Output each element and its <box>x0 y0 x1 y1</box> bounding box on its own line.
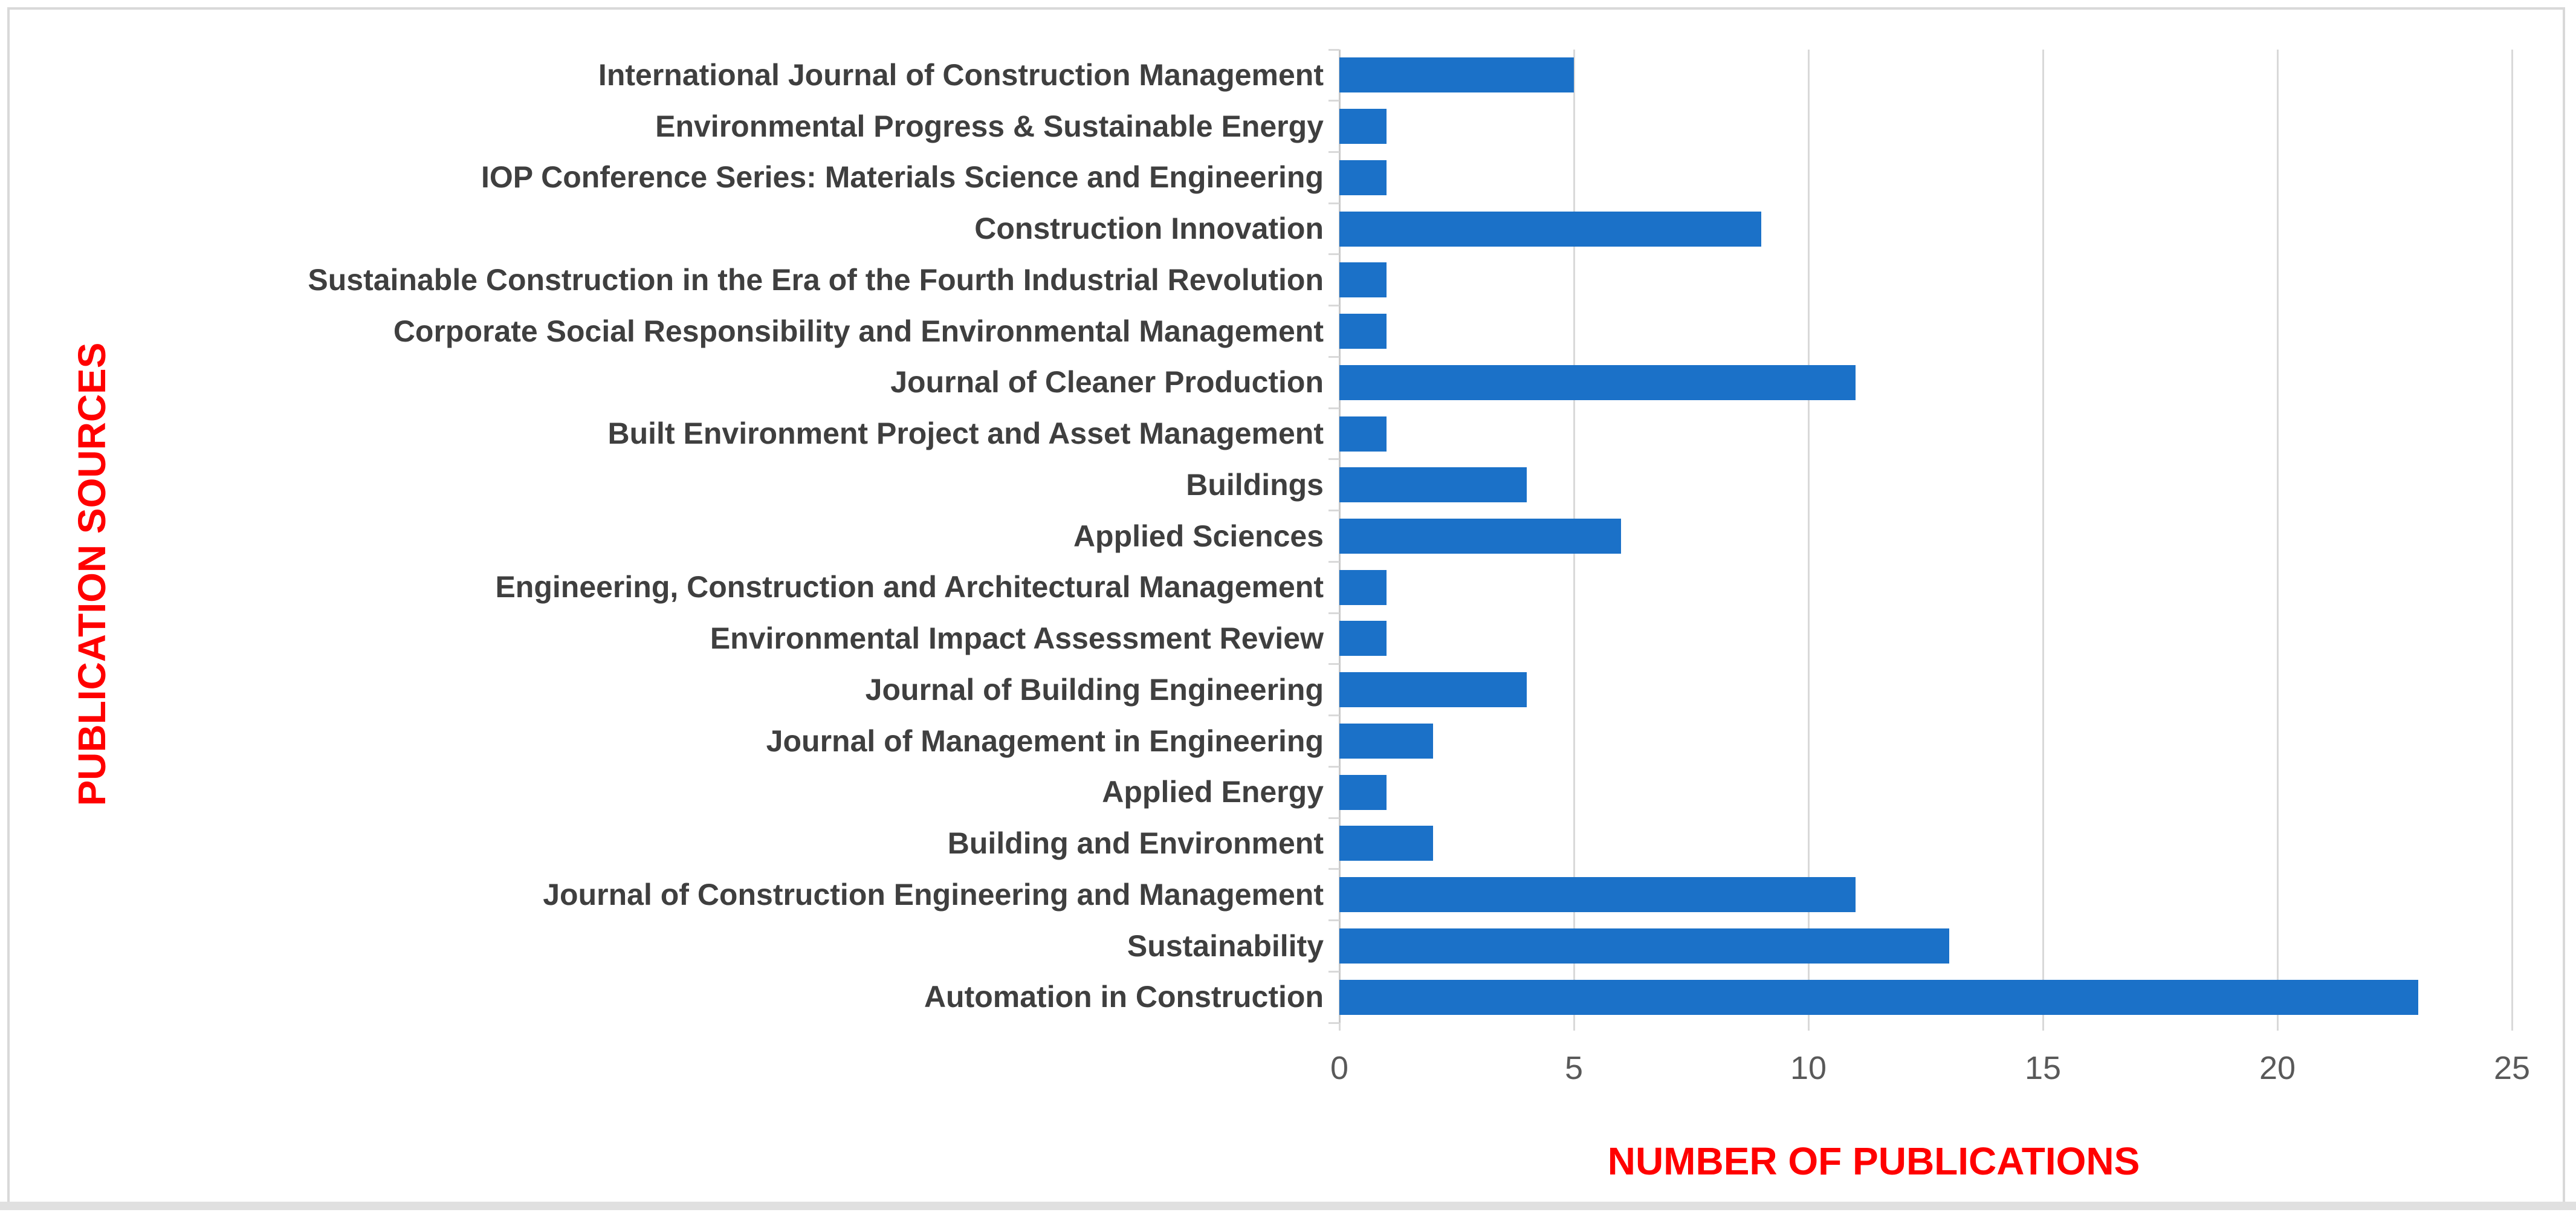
bar-3 <box>1339 160 1387 195</box>
category-axis-tick <box>1328 253 1339 256</box>
bar-17 <box>1339 877 1856 913</box>
category-label-8: Built Environment Project and Asset Mana… <box>607 416 1324 451</box>
gridline-x-10 <box>1808 50 1810 1023</box>
category-axis-tick <box>1328 305 1339 307</box>
x-tick-label-20: 20 <box>2259 1050 2296 1086</box>
bar-9 <box>1339 467 1527 503</box>
category-axis-tick <box>1328 202 1339 204</box>
gridline-x-25 <box>2511 50 2513 1023</box>
category-label-9: Buildings <box>1186 467 1324 502</box>
category-axis-tick <box>1328 510 1339 512</box>
bar-15 <box>1339 774 1387 810</box>
x-tick-label-10: 10 <box>1790 1050 1827 1086</box>
category-label-2: Environmental Progress & Sustainable Ene… <box>655 109 1324 143</box>
category-label-18: Sustainability <box>1127 928 1324 963</box>
x-axis-title: NUMBER OF PUBLICATIONS <box>1607 1139 2140 1183</box>
bar-1 <box>1339 57 1574 93</box>
category-axis-tick <box>1328 100 1339 102</box>
bar-2 <box>1339 109 1387 144</box>
category-axis-tick <box>1328 663 1339 666</box>
gridline-x-15 <box>2042 50 2044 1023</box>
category-axis-tick <box>1328 714 1339 717</box>
bar-4 <box>1339 211 1762 247</box>
x-tick-label-0: 0 <box>1330 1050 1349 1086</box>
x-axis-tick-25 <box>2511 1023 2513 1031</box>
bar-6 <box>1339 314 1387 349</box>
category-label-17: Journal of Construction Engineering and … <box>543 877 1324 912</box>
bar-16 <box>1339 826 1434 861</box>
category-label-10: Applied Sciences <box>1073 519 1324 553</box>
category-axis-tick <box>1328 560 1339 563</box>
bar-19 <box>1339 979 2418 1015</box>
x-axis-tick-10 <box>1808 1023 1810 1031</box>
category-axis-tick <box>1328 765 1339 768</box>
x-axis-tick-15 <box>2042 1023 2044 1031</box>
bar-8 <box>1339 416 1387 452</box>
category-label-4: Construction Innovation <box>974 212 1324 246</box>
category-label-19: Automation in Construction <box>924 980 1324 1014</box>
x-tick-label-5: 5 <box>1564 1050 1584 1086</box>
category-axis-tick <box>1328 612 1339 614</box>
bar-18 <box>1339 928 1949 964</box>
bar-14 <box>1339 723 1434 759</box>
bottom-edge-strip <box>0 1202 2576 1210</box>
category-axis-tick <box>1328 817 1339 819</box>
bar-12 <box>1339 621 1387 656</box>
bar-13 <box>1339 672 1527 708</box>
category-label-12: Environmental Impact Assessment Review <box>710 621 1324 656</box>
x-tick-label-25: 25 <box>2493 1050 2531 1086</box>
category-label-1: International Journal of Construction Ma… <box>598 58 1324 92</box>
x-tick-label-15: 15 <box>2024 1050 2062 1086</box>
category-label-16: Building and Environment <box>947 826 1324 861</box>
category-label-14: Journal of Management in Engineering <box>766 724 1324 758</box>
category-label-13: Journal of Building Engineering <box>865 672 1324 707</box>
category-axis-tick <box>1328 1022 1339 1024</box>
bar-7 <box>1339 364 1856 400</box>
x-axis-tick-5 <box>1573 1023 1575 1031</box>
category-axis-tick <box>1328 407 1339 409</box>
y-axis-title: PUBLICATION SOURCES <box>70 342 114 806</box>
chart-frame-border <box>7 7 2565 1202</box>
category-axis-tick <box>1328 458 1339 461</box>
bar-5 <box>1339 262 1387 298</box>
category-label-15: Applied Energy <box>1102 775 1324 809</box>
x-axis-tick-20 <box>2277 1023 2279 1031</box>
category-label-6: Corporate Social Responsibility and Envi… <box>393 314 1324 348</box>
category-axis-tick <box>1328 151 1339 153</box>
category-axis-tick <box>1328 970 1339 973</box>
x-axis-tick-0 <box>1339 1023 1341 1031</box>
category-label-5: Sustainable Construction in the Era of t… <box>308 262 1324 297</box>
category-axis-tick <box>1328 868 1339 870</box>
category-axis-tick <box>1328 919 1339 922</box>
bar-10 <box>1339 519 1621 554</box>
category-axis-tick <box>1328 48 1339 51</box>
bar-11 <box>1339 569 1387 605</box>
category-label-3: IOP Conference Series: Materials Science… <box>481 160 1324 195</box>
category-axis-tick <box>1328 355 1339 358</box>
category-label-11: Engineering, Construction and Architectu… <box>495 570 1324 604</box>
gridline-x-20 <box>2277 50 2279 1023</box>
category-label-7: Journal of Cleaner Production <box>890 365 1324 400</box>
